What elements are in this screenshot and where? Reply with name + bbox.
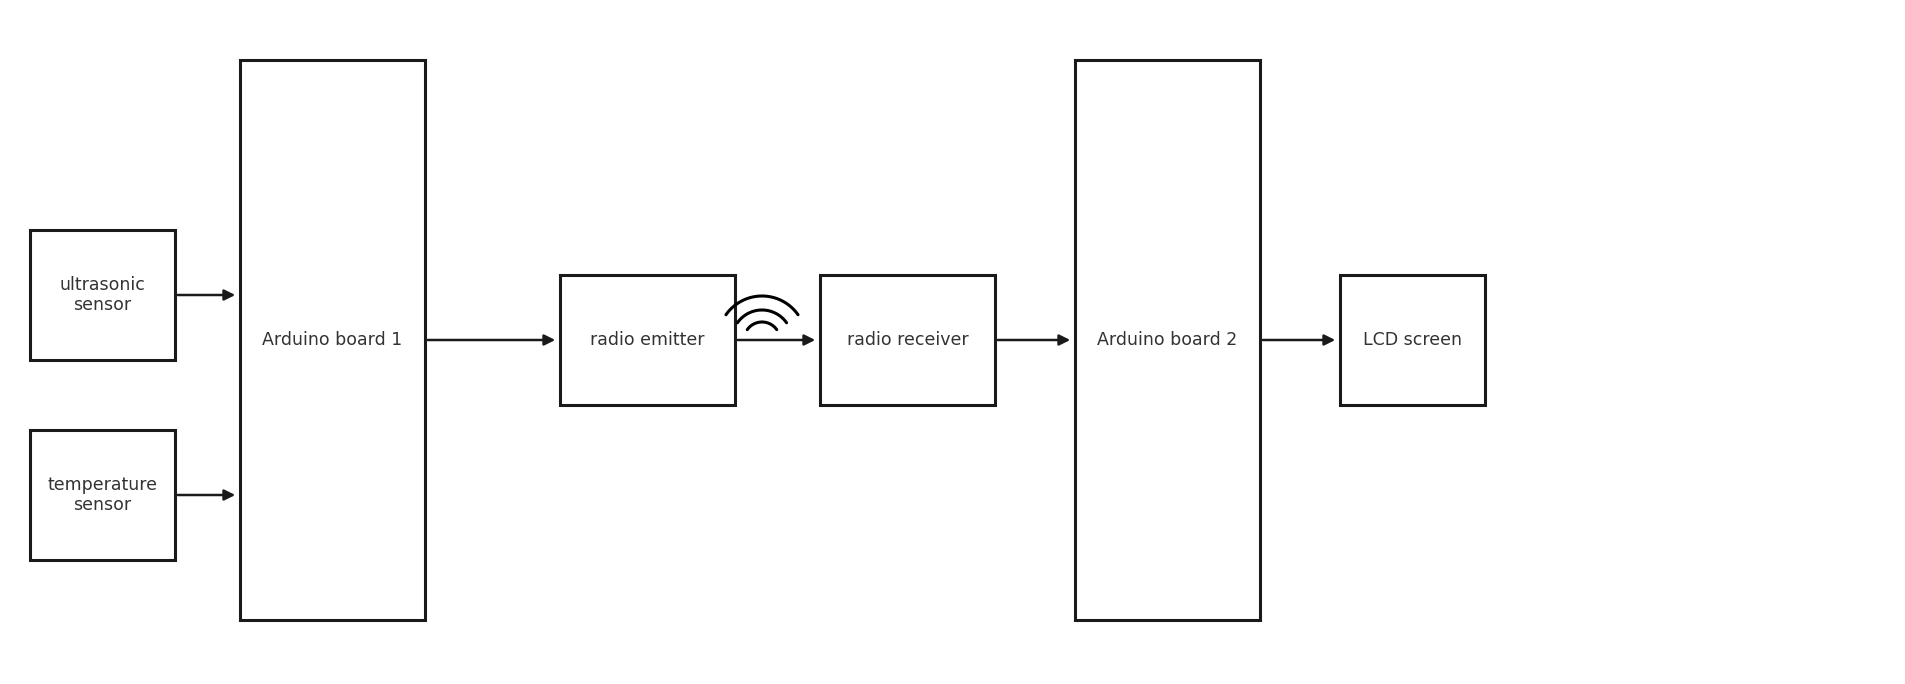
Text: Arduino board 2: Arduino board 2 (1097, 331, 1236, 349)
Text: radio receiver: radio receiver (846, 331, 968, 349)
Text: radio emitter: radio emitter (591, 331, 705, 349)
Bar (1339, 275, 1484, 405)
Bar (240, 60, 425, 620)
Bar (30, 430, 175, 560)
Bar (560, 275, 735, 405)
Bar (1074, 60, 1259, 620)
Bar (819, 275, 994, 405)
Text: ultrasonic
sensor: ultrasonic sensor (59, 276, 145, 315)
Text: Arduino board 1: Arduino board 1 (263, 331, 402, 349)
Text: LCD screen: LCD screen (1362, 331, 1461, 349)
Text: temperature
sensor: temperature sensor (48, 475, 158, 514)
Bar (30, 230, 175, 360)
